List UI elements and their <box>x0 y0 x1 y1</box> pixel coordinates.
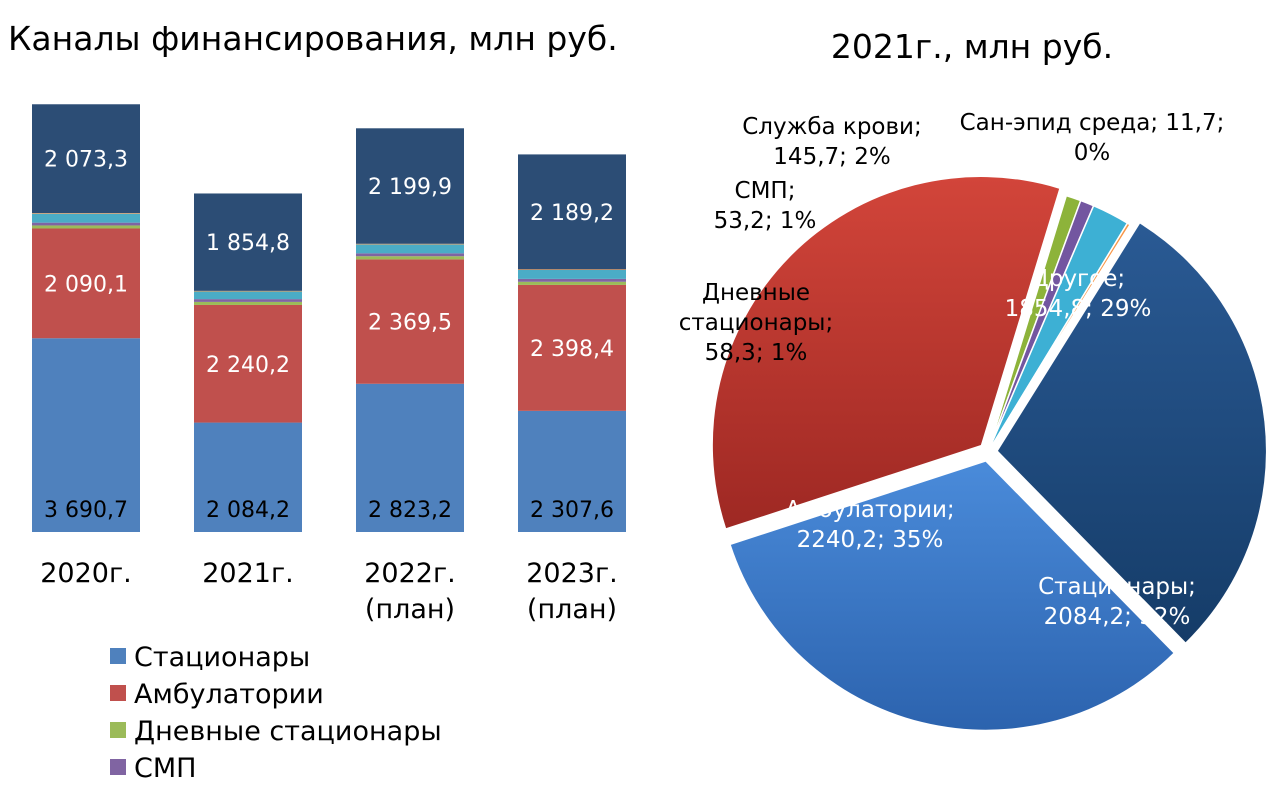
bar-data-label: 2 090,1 <box>44 272 128 297</box>
bar-segment-служба-крови <box>194 291 302 300</box>
bar-segment-сан-эпид-среда <box>194 290 302 292</box>
legend-label: Стационары <box>134 642 310 673</box>
bar-data-label: 2 240,2 <box>206 353 290 378</box>
legend-swatch <box>110 648 126 664</box>
pie-data-label: Амбулатории; <box>785 497 954 523</box>
pie-slice-амбулатории <box>712 176 1060 529</box>
bar-segment-смп <box>194 299 302 302</box>
pie-data-label: Дневные <box>702 280 810 306</box>
legend-label: Дневные стационары <box>134 716 442 747</box>
legend-swatch <box>110 685 126 701</box>
bar-segment-другое <box>32 104 140 214</box>
pie-data-label: Стационары; <box>1038 574 1196 600</box>
legend-label: СМП <box>134 753 196 784</box>
bar-data-label: 3 690,7 <box>44 498 128 523</box>
bar-data-label: 2 823,2 <box>368 498 452 523</box>
bar-data-label: 2 189,2 <box>530 201 614 226</box>
pie-slice-другое <box>997 223 1266 643</box>
bar-segment-другое <box>518 154 626 270</box>
bar-segment-сан-эпид-среда <box>356 243 464 245</box>
pie-data-label: Служба крови; <box>742 114 922 140</box>
bar-chart-title: Каналы финансирования, млн руб. <box>8 19 618 58</box>
pie-data-label: 145,7; 2% <box>773 144 890 170</box>
bar-segment-стационары <box>356 383 464 532</box>
bar-segment-смп <box>356 253 464 257</box>
x-tick-label: (план) <box>365 594 455 625</box>
pie-slice-стационары <box>730 461 1174 730</box>
bar-segment-служба-крови <box>518 269 626 279</box>
bar-data-label: 2 073,3 <box>44 148 128 173</box>
bar-chart-plot: 3 690,7 2 090,1 2 073,3 2 084,2 2 240,2 1 854… <box>32 104 626 532</box>
bar-segment-дневные-стационары <box>518 281 626 285</box>
bar-segment-амбулатории <box>518 284 626 411</box>
bar-segment-служба-крови <box>32 213 140 223</box>
pie-data-label: Сан-эпид среда; 11,7; <box>960 110 1225 136</box>
bar-segment-сан-эпид-среда <box>32 213 140 214</box>
x-tick-label: 2022г. <box>364 558 455 589</box>
bar-segment-стационары <box>32 338 140 532</box>
bar-segment-служба-крови <box>356 244 464 254</box>
bar-segment-сан-эпид-среда <box>518 269 626 270</box>
pie-data-label: 0% <box>1074 140 1111 166</box>
bar-data-label: 1 854,8 <box>206 231 290 256</box>
x-tick-label: 2021г. <box>202 558 293 589</box>
pie-slice-сан-эпид-среда <box>987 222 1132 453</box>
bar-segment-смп <box>32 222 140 226</box>
bar-segment-дневные-стационары <box>356 256 464 260</box>
bar-segment-стационары <box>194 422 302 532</box>
pie-data-label: 53,2; 1% <box>714 208 817 234</box>
bar-data-label: 2 398,4 <box>530 337 614 362</box>
pie-data-label: 58,3; 1% <box>705 340 808 366</box>
bar-segment-амбулатории <box>32 228 140 339</box>
legend-swatch <box>110 759 126 775</box>
pie-data-label: СМП; <box>735 178 796 204</box>
bar-data-label: 2 307,6 <box>530 498 614 523</box>
pie-chart-plot <box>712 176 1266 730</box>
x-tick-label: 2020г. <box>40 558 131 589</box>
x-tick-label: 2023г. <box>526 558 617 589</box>
pie-labels: Другое; 1854,8; 29% Стационары; 2084,2; 32%… <box>679 110 1225 630</box>
bar-segment-другое <box>356 128 464 244</box>
x-axis-labels: 2020г. 2021г. 2022г. (план) 2023г. (план) <box>40 558 617 625</box>
legend: Стационары Амбулатории Дневные стационары С… <box>110 642 442 784</box>
x-tick-label: (план) <box>527 594 617 625</box>
bar-segment-стационары <box>518 410 626 532</box>
bar-segment-амбулатории <box>194 304 302 423</box>
pie-data-label: Другое; <box>1031 266 1125 292</box>
pie-data-label: 2240,2; 35% <box>797 527 944 553</box>
bar-data-label: 2 084,2 <box>206 498 290 523</box>
pie-data-label: 1854,8; 29% <box>1005 296 1152 322</box>
bar-data-label: 2 369,5 <box>368 311 452 336</box>
bar-segment-смп <box>518 278 626 282</box>
bar-segment-другое <box>194 193 302 291</box>
legend-label: Амбулатории <box>134 679 324 710</box>
bar-data-label: 2 199,9 <box>368 175 452 200</box>
pie-chart-title: 2021г., млн руб. <box>831 27 1113 66</box>
bar-segment-амбулатории <box>356 259 464 384</box>
bar-segment-дневные-стационары <box>32 225 140 229</box>
pie-data-label: стационары; <box>679 310 833 336</box>
bar-segment-дневные-стационары <box>194 301 302 305</box>
pie-data-label: 2084,2; 32% <box>1044 604 1191 630</box>
legend-swatch <box>110 722 126 738</box>
